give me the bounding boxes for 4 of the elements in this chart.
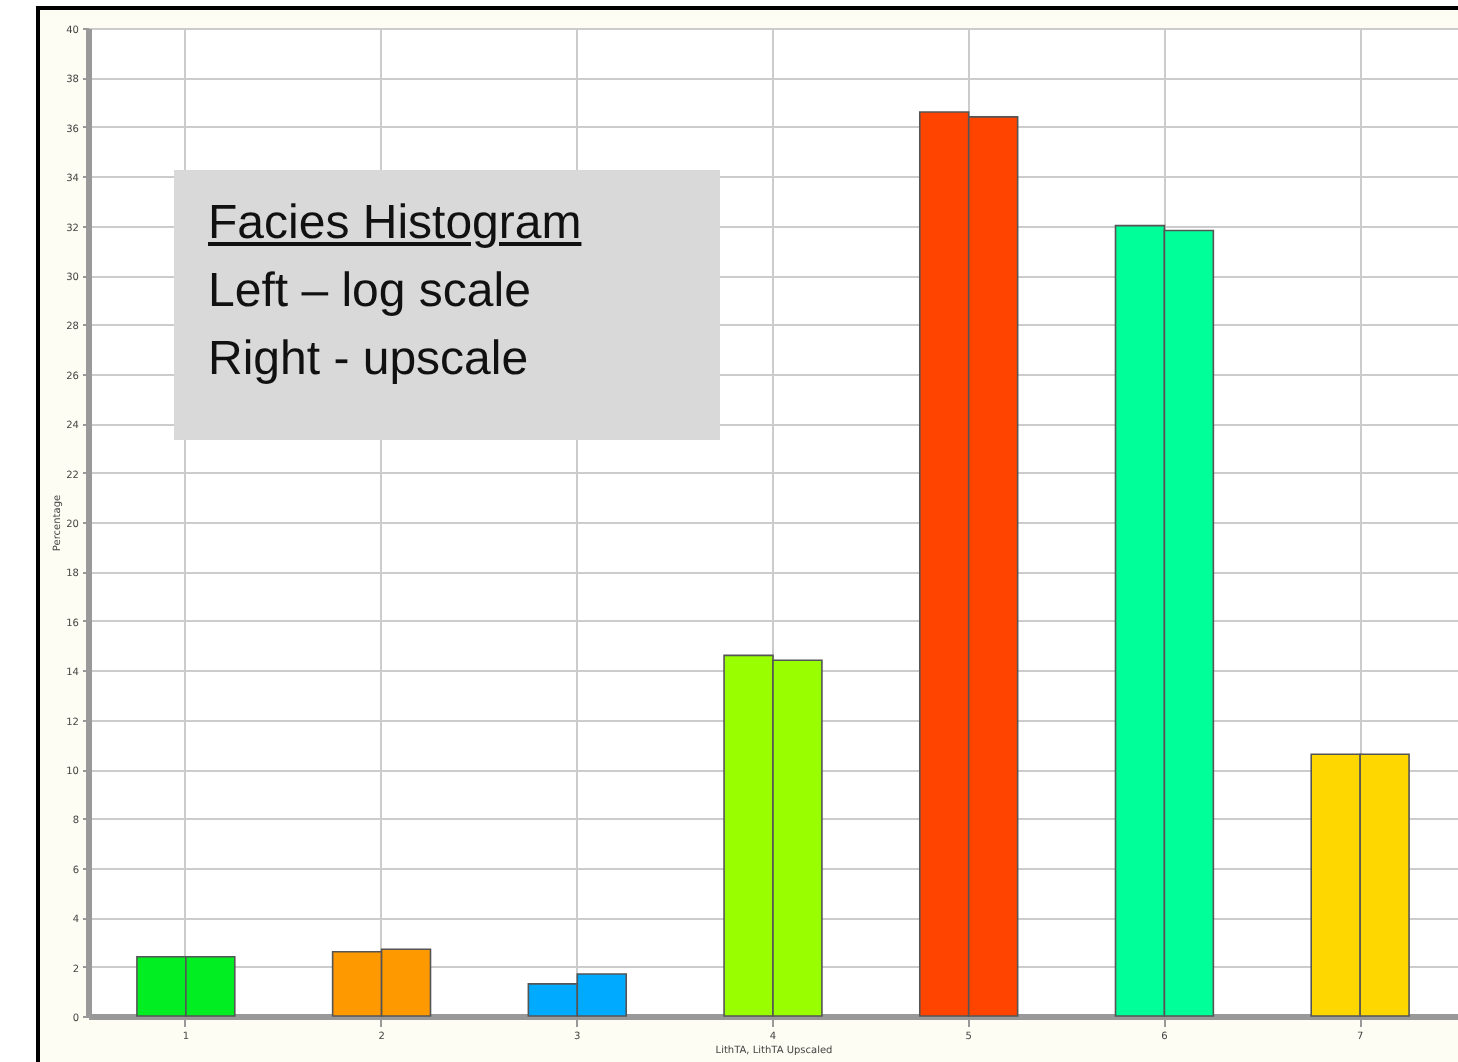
- annotation: Right - upscale: [208, 330, 531, 390]
- annotation: Facies Histogram: [208, 194, 584, 254]
- annotation: Left – log scale: [208, 262, 533, 322]
- note-box: Facies Histogram Left – log scale Right - upscale: [174, 170, 720, 440]
